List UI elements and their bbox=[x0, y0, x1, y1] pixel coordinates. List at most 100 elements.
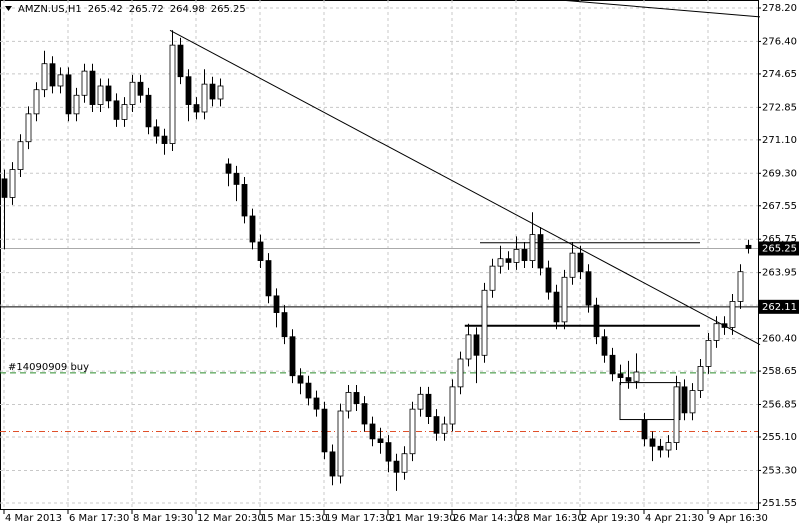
header-price: 264.98 bbox=[170, 4, 205, 15]
candle-body bbox=[729, 301, 736, 328]
candle-body bbox=[505, 258, 512, 263]
candle-body bbox=[225, 163, 232, 174]
candle-body bbox=[289, 336, 296, 377]
candle-body bbox=[617, 373, 624, 378]
header-price: 265.72 bbox=[129, 4, 164, 15]
candle-body bbox=[697, 366, 704, 391]
menu-arrow bbox=[5, 6, 12, 11]
candle-body bbox=[385, 442, 392, 462]
candle-body bbox=[393, 460, 400, 473]
candle-body bbox=[57, 74, 64, 87]
rectangle bbox=[619, 382, 681, 421]
x-tick-label: 6 Mar 17:30 bbox=[69, 513, 129, 524]
candle-body bbox=[329, 451, 336, 477]
candle-body bbox=[217, 85, 224, 100]
candle-body bbox=[281, 312, 288, 338]
candle-body bbox=[721, 323, 728, 328]
candle-body bbox=[241, 184, 248, 217]
candle-body bbox=[449, 386, 456, 425]
candle-body bbox=[401, 453, 408, 473]
candle-body bbox=[577, 252, 584, 273]
candle-body bbox=[313, 397, 320, 410]
candle-body bbox=[265, 260, 272, 297]
candle-body bbox=[561, 276, 568, 323]
candle-body bbox=[609, 354, 616, 375]
candle-body bbox=[441, 423, 448, 434]
trendline bbox=[169, 29, 761, 346]
candle-body bbox=[593, 304, 600, 338]
x-tick-label: 4 Apr 21:30 bbox=[645, 513, 704, 524]
y-tick-label: 263.95 bbox=[762, 268, 797, 279]
candle-body bbox=[497, 258, 504, 267]
candle-body bbox=[273, 295, 280, 313]
x-tick-label: 26 Mar 14:30 bbox=[453, 513, 520, 524]
candle-body bbox=[361, 403, 368, 425]
y-tick-label: 267.55 bbox=[762, 201, 797, 212]
candle-body bbox=[97, 85, 104, 105]
x-tick-label: 12 Mar 20:30 bbox=[197, 513, 264, 524]
candle-body bbox=[337, 410, 344, 477]
candle-body bbox=[249, 215, 256, 243]
candle-body bbox=[465, 334, 472, 360]
candle-body bbox=[537, 234, 544, 269]
candle-body bbox=[193, 104, 200, 113]
y-tick-label: 253.30 bbox=[762, 465, 797, 476]
header-price: 265.25 bbox=[211, 4, 246, 15]
symbol: AMZN.US,H1 bbox=[18, 4, 82, 15]
candle-body bbox=[209, 83, 216, 100]
candle-body bbox=[41, 63, 48, 91]
candle-body bbox=[657, 445, 664, 451]
candle-body bbox=[481, 289, 488, 356]
candle-body bbox=[9, 169, 16, 198]
price-box bbox=[759, 241, 799, 256]
candle-body bbox=[681, 386, 688, 414]
candle-body bbox=[641, 419, 648, 440]
order-label: #14090909 buy bbox=[8, 362, 89, 373]
header: AMZN.US,H1 265.42 265.72 264.98 265.25 bbox=[18, 4, 246, 15]
x-tick-label: 8 Mar 19:30 bbox=[133, 513, 193, 524]
candle-body bbox=[489, 265, 496, 291]
price-box bbox=[759, 299, 799, 314]
plot-frame bbox=[0, 0, 759, 510]
x-tick-label: 9 Apr 16:30 bbox=[709, 513, 768, 524]
trendline bbox=[559, 0, 761, 18]
candle-body bbox=[17, 141, 24, 170]
candle-body bbox=[297, 375, 304, 384]
candle-body bbox=[185, 76, 192, 105]
candle-body bbox=[737, 271, 744, 302]
candle-body bbox=[137, 81, 144, 96]
y-tick-label: 269.30 bbox=[762, 168, 797, 179]
x-tick-label: 21 Mar 19:30 bbox=[389, 513, 456, 524]
candle-body bbox=[417, 393, 424, 410]
candle-body bbox=[473, 334, 480, 356]
candle-body bbox=[89, 70, 96, 105]
y-tick-label: 256.85 bbox=[762, 400, 797, 411]
candle-body bbox=[153, 126, 160, 137]
candle-body bbox=[569, 252, 576, 278]
y-tick-label: 265.75 bbox=[762, 234, 797, 245]
candle-body bbox=[377, 438, 384, 443]
candle-body bbox=[25, 113, 32, 143]
candle-body bbox=[161, 135, 168, 144]
candle-body bbox=[625, 377, 632, 382]
candle-body bbox=[105, 85, 112, 102]
price-label: 265.25 bbox=[762, 243, 797, 254]
x-tick-label: 15 Mar 15:30 bbox=[261, 513, 328, 524]
candle-body bbox=[81, 70, 88, 96]
candle-body bbox=[425, 393, 432, 417]
candle-body bbox=[1, 178, 8, 198]
candle-body bbox=[633, 371, 640, 382]
candle-body bbox=[553, 291, 560, 323]
candle-body bbox=[409, 408, 416, 455]
candle-body bbox=[353, 392, 360, 404]
candle-body bbox=[649, 438, 656, 447]
y-tick-label: 276.40 bbox=[762, 36, 797, 47]
candle-body bbox=[321, 408, 328, 453]
candle-body bbox=[665, 442, 672, 451]
y-tick-label: 278.20 bbox=[762, 3, 797, 14]
candle-body bbox=[177, 44, 184, 78]
candle-body bbox=[529, 234, 536, 261]
y-tick-label: 251.55 bbox=[762, 498, 797, 509]
